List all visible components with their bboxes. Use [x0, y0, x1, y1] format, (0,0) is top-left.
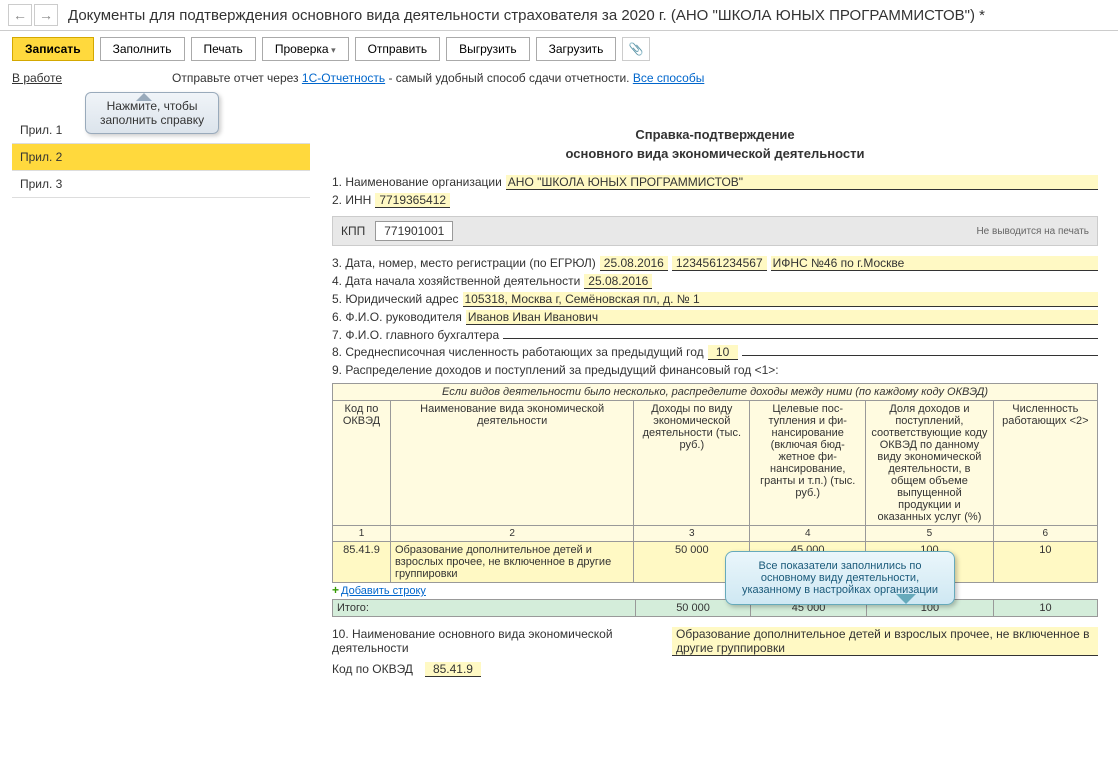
tooltip-fill: Нажмите, чтобы заполнить справку	[85, 92, 219, 134]
kpp-bar: КПП 771901001 Не выводится на печать	[332, 216, 1098, 246]
link-1c[interactable]: 1С-Отчетность	[302, 71, 385, 85]
nav-back[interactable]: ←	[8, 4, 32, 26]
send-button[interactable]: Отправить	[355, 37, 441, 61]
avg-count[interactable]: 10	[708, 345, 738, 360]
toolbar: Записать Заполнить Печать Проверка Отпра…	[0, 31, 1118, 67]
attach-button[interactable]: 📎	[622, 37, 650, 61]
reg-num[interactable]: 1234561234567	[672, 256, 767, 271]
status-label[interactable]: В работе	[12, 71, 62, 85]
activity-table: Если видов деятельности было несколько, …	[332, 383, 1098, 583]
kpp-field[interactable]: 771901001	[375, 221, 453, 241]
address[interactable]: 105318, Москва г, Семёновская пл, д. № 1	[463, 292, 1099, 307]
nav-fwd[interactable]: →	[34, 4, 58, 26]
page-title: Документы для подтверждения основного ви…	[68, 7, 985, 24]
director[interactable]: Иванов Иван Иванович	[466, 310, 1098, 325]
fill-button[interactable]: Заполнить	[100, 37, 185, 61]
main-activity[interactable]: Образование дополнительное детей и взрос…	[672, 627, 1098, 656]
add-row-link[interactable]: Добавить строку	[341, 585, 426, 597]
accountant[interactable]	[503, 338, 1098, 339]
tab-pril3[interactable]: Прил. 3	[12, 171, 310, 198]
save-button[interactable]: Записать	[12, 37, 94, 61]
inn[interactable]: 7719365412	[375, 193, 450, 208]
content: Справка-подтверждение основного вида эко…	[320, 117, 1118, 690]
plus-icon: +	[332, 583, 339, 597]
start-date[interactable]: 25.08.2016	[584, 274, 652, 289]
check-button[interactable]: Проверка	[262, 37, 349, 61]
upload-button[interactable]: Выгрузить	[446, 37, 530, 61]
tab-pril2[interactable]: Прил. 2	[12, 144, 310, 171]
paperclip-icon: 📎	[629, 42, 644, 56]
total-row: Итого: 50 000 45 000 100 10	[333, 600, 1098, 617]
print-button[interactable]: Печать	[191, 37, 256, 61]
reg-place[interactable]: ИФНС №46 по г.Москве	[771, 256, 1098, 271]
tooltip-auto-fill: Все показатели заполнились по основному …	[725, 551, 955, 605]
doc-subtitle: основного вида экономической деятельност…	[332, 146, 1098, 161]
sidebar: Прил. 1 Прил. 2 Прил. 3	[0, 117, 320, 690]
link-all[interactable]: Все способы	[633, 71, 705, 85]
download-button[interactable]: Загрузить	[536, 37, 617, 61]
table-row[interactable]: 85.41.9 Образование дополнительное детей…	[333, 542, 1098, 583]
reg-date[interactable]: 25.08.2016	[600, 256, 668, 271]
doc-title: Справка-подтверждение	[332, 127, 1098, 142]
org-name[interactable]: АНО "ШКОЛА ЮНЫХ ПРОГРАММИСТОВ"	[506, 175, 1098, 190]
status-line: В работе Отправьте отчет через 1С-Отчетн…	[0, 67, 1118, 89]
okved-code[interactable]: 85.41.9	[425, 662, 481, 677]
